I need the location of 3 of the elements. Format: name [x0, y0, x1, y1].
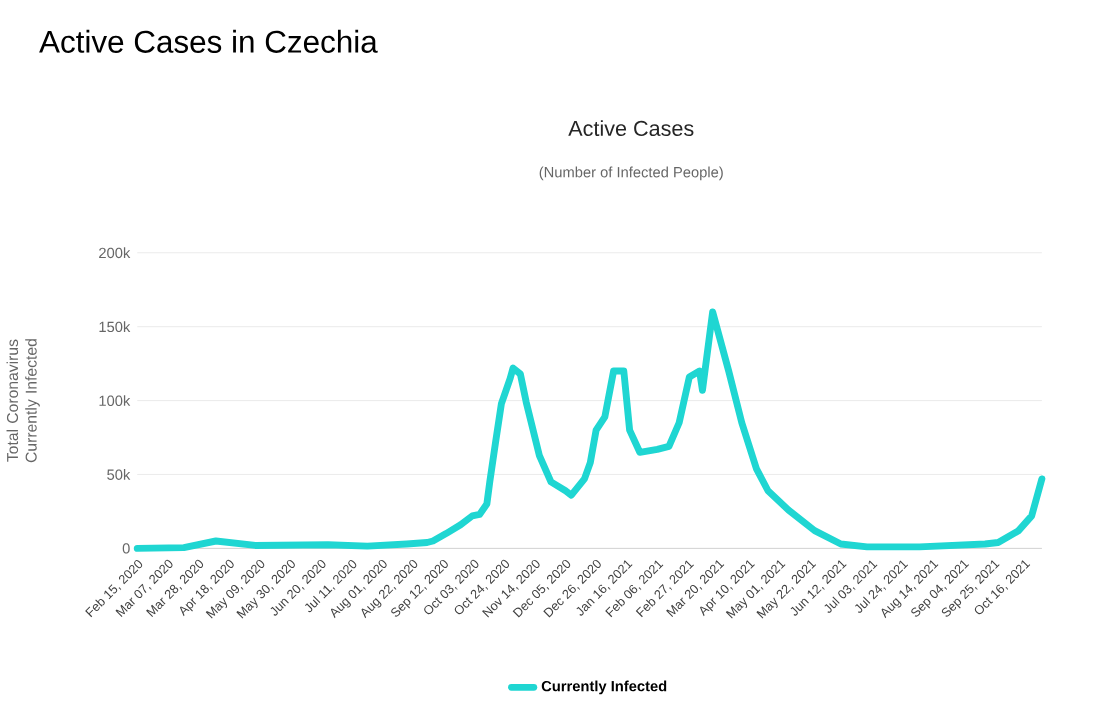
- chart-subtitle: Active Cases: [568, 120, 694, 137]
- chart-title: Active Cases in Czechia: [39, 29, 378, 53]
- line-series: [133, 308, 1046, 552]
